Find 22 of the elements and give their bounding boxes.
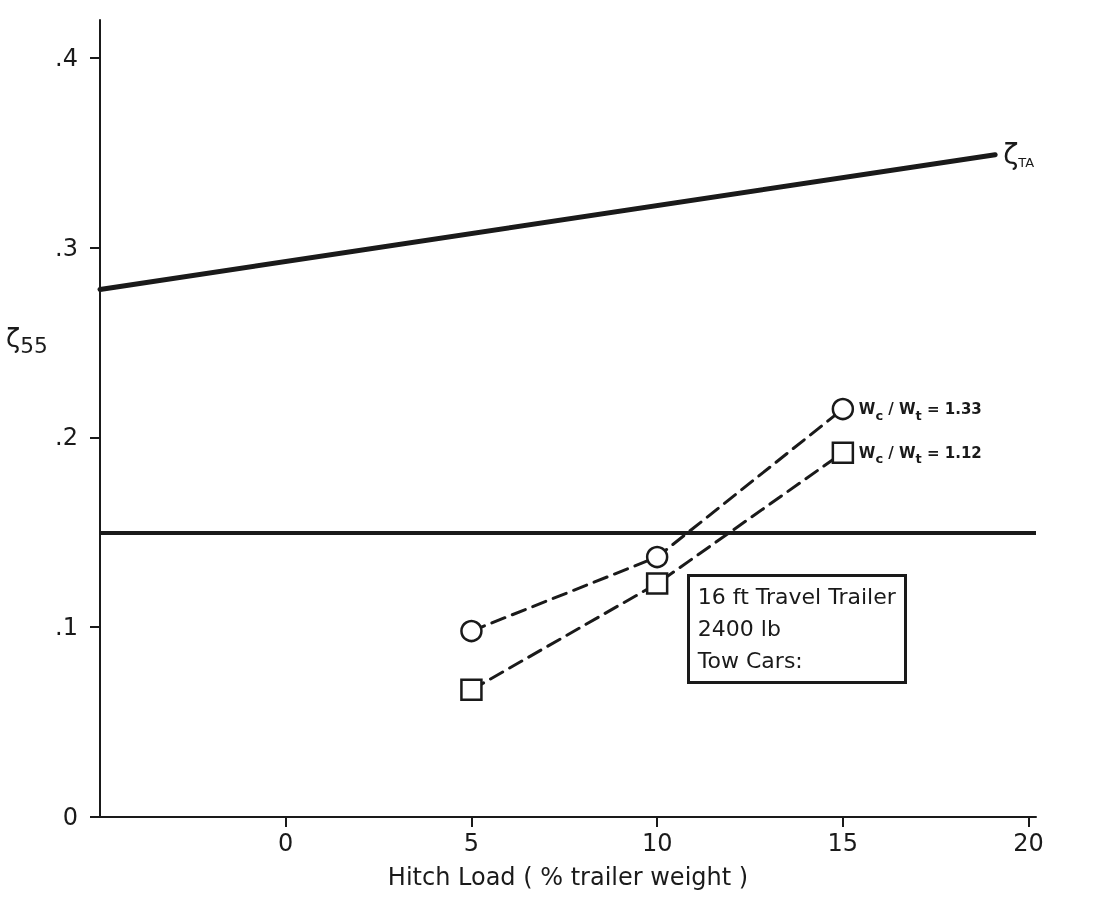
point [645, 572, 669, 595]
y-tick-label: .4 [55, 43, 78, 72]
y-axis-title: ζ$_{55}$ [6, 322, 48, 358]
point [460, 678, 483, 702]
series-label: ζTA [1003, 138, 1035, 172]
x-tick-label: 5 [463, 829, 480, 857]
x-tick-label: 10 [641, 829, 673, 857]
annotation: Tow Cars: [697, 647, 804, 676]
point [645, 545, 669, 569]
y-tick-label: .3 [55, 233, 78, 262]
y-tick-label: 0 [62, 803, 78, 831]
annotation: 2400 lb [697, 615, 782, 644]
point [460, 619, 483, 643]
point [831, 397, 855, 421]
x-axis-title: Hitch Load ( % trailer weight ) [387, 863, 749, 891]
point [831, 441, 855, 464]
x-tick-label: 15 [827, 829, 859, 857]
x-tick-label: 20 [1013, 829, 1044, 857]
annotation: 16 ft Travel Trailer [697, 583, 896, 612]
y-tick-label: .2 [55, 423, 78, 452]
x-tick-label: 0 [278, 829, 294, 857]
y-tick-label: .1 [55, 613, 78, 642]
